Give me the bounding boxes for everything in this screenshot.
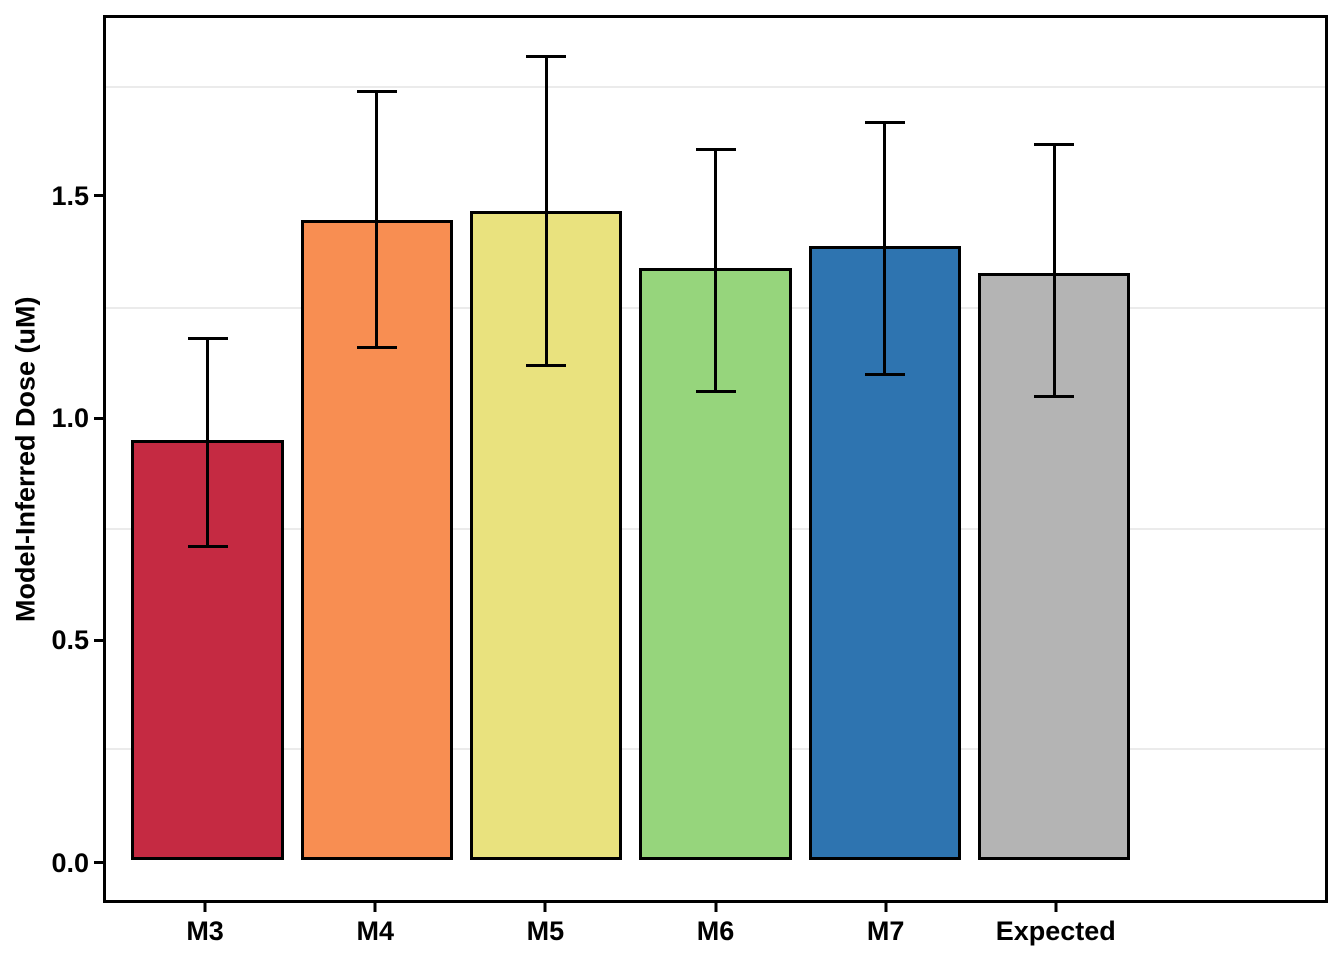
errorbar-top-cap-M4 (356, 90, 397, 94)
x-tick-label-M3: M3 (186, 916, 224, 946)
y-tick-label: 1.5 (51, 180, 89, 211)
x-tick-label-Expected: Expected (995, 916, 1116, 946)
y-tick (94, 638, 103, 642)
errorbar-Expected (1052, 144, 1056, 397)
x-axis: M3 M4 M5 M6 M7 Expected (103, 903, 1328, 960)
errorbar-M4 (375, 91, 379, 348)
errorbar-M3 (206, 338, 210, 547)
errorbar-top-cap-Expected (1034, 143, 1075, 147)
errorbar-top-cap-M6 (695, 147, 736, 151)
errorbar-bottom-cap-Expected (1034, 394, 1075, 398)
y-tick (94, 861, 103, 865)
x-tick-label-M5: M5 (526, 916, 565, 946)
errorbars-layer (106, 18, 1325, 900)
y-tick-label: 0.5 (51, 625, 89, 656)
errorbar-bottom-cap-M5 (526, 363, 567, 367)
y-tick-label: 0.0 (51, 847, 89, 878)
y-axis: 0.0 0.5 1.0 1.5 (0, 15, 103, 903)
x-tick (373, 903, 377, 912)
x-tick (714, 903, 717, 912)
x-tick-label-M7: M7 (866, 916, 905, 946)
y-tick (94, 416, 103, 420)
x-tick (884, 903, 888, 912)
errorbar-top-cap-M3 (187, 337, 228, 341)
errorbar-top-cap-M7 (864, 121, 905, 125)
errorbar-bottom-cap-M4 (356, 346, 397, 350)
errorbar-bottom-cap-M3 (187, 544, 228, 548)
errorbar-bottom-cap-M7 (864, 372, 905, 376)
minor-gridline (106, 86, 1325, 89)
errorbar-bottom-cap-M6 (695, 390, 736, 394)
y-tick-label: 1.0 (51, 403, 89, 434)
y-tick (94, 194, 103, 198)
plot-panel (103, 15, 1328, 903)
x-tick-label-M4: M4 (356, 916, 394, 946)
errorbar-top-cap-M5 (526, 54, 567, 58)
x-tick (203, 903, 207, 912)
x-tick (1054, 903, 1058, 912)
errorbar-M7 (883, 122, 887, 375)
errorbar-M6 (714, 149, 717, 392)
x-tick (543, 903, 547, 912)
errorbar-M5 (544, 56, 548, 366)
x-tick-label-M6: M6 (696, 916, 735, 946)
